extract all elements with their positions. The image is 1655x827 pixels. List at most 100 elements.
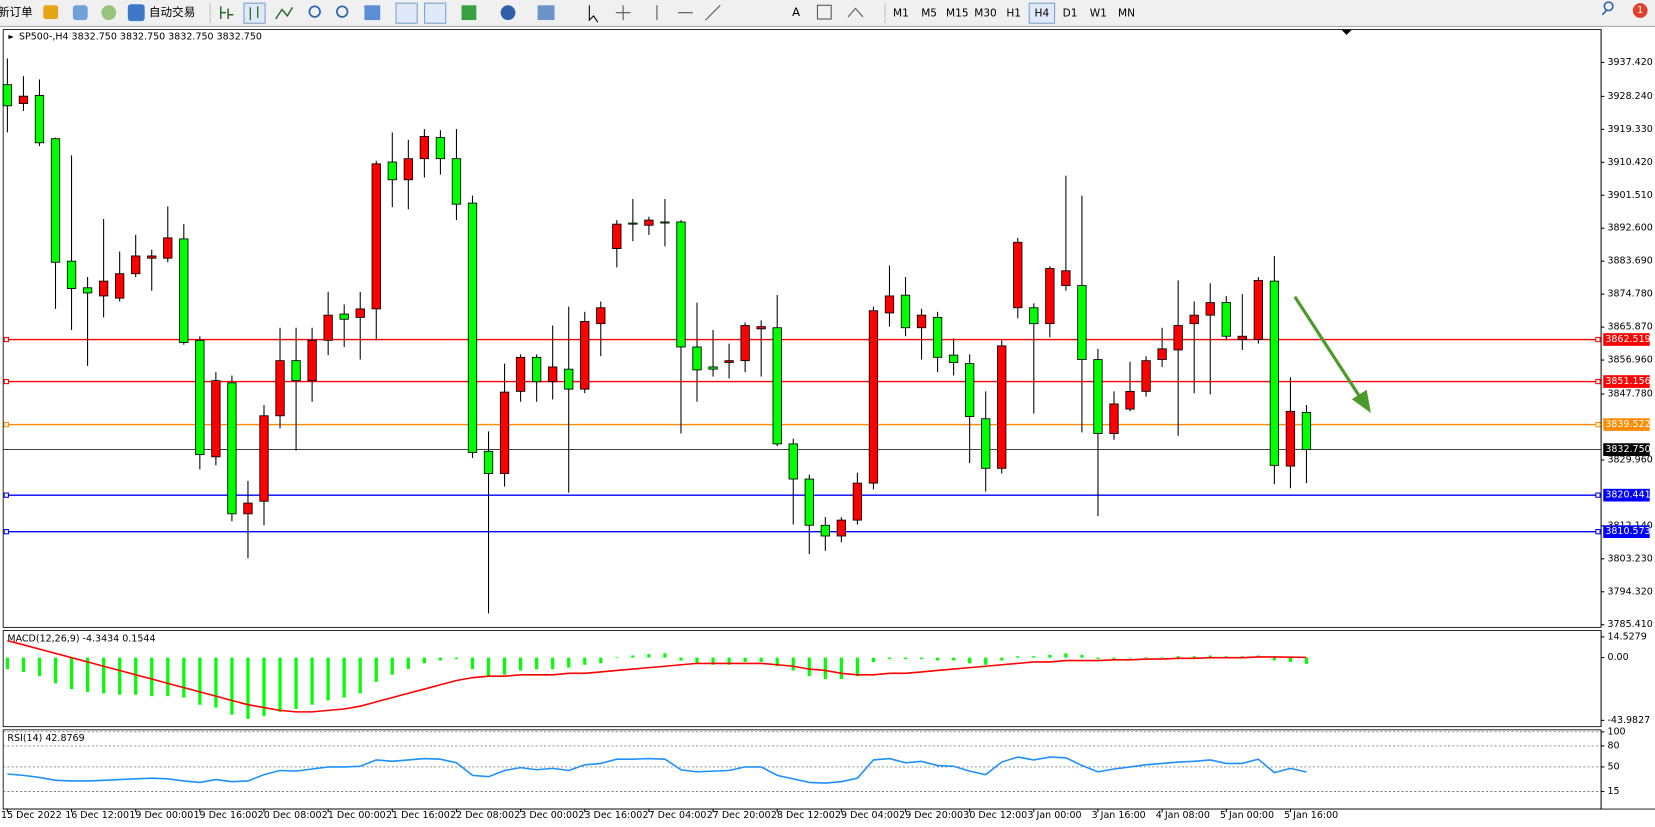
histogram-bar [69,657,74,690]
arrow-head [1351,389,1371,413]
candle-chart-icon[interactable] [249,6,259,21]
level-anchor [1595,529,1601,535]
indicators-icon[interactable] [461,5,477,21]
timeframe-button[interactable]: H4 [1035,8,1050,20]
x-tick-label: 27 Dec 04:00 [643,810,707,821]
title-marker [8,34,14,40]
histogram-bar [230,657,234,715]
candle-body [1189,314,1199,325]
timeframe-button[interactable]: M5 [921,8,937,20]
timeframe-button[interactable]: M30 [974,8,997,20]
level-label-bg [1603,488,1650,502]
y-tick-label: 3847.780 [1607,389,1652,400]
timeframe-button[interactable]: M1 [893,8,909,20]
timeframe-button[interactable]: MN [1118,8,1135,20]
histogram-bar [1288,657,1292,662]
icon[interactable] [43,5,59,20]
candle-body [564,368,574,390]
new-order-button[interactable]: 新订单 [0,5,33,19]
notification-badge[interactable] [1632,3,1648,18]
icon[interactable] [72,5,88,21]
level-label: 3862.519 [1605,334,1650,345]
histogram-bar [21,657,26,672]
draw-icons[interactable] [656,4,721,21]
bar-chart-icon[interactable] [219,6,234,20]
candle-body [179,238,189,343]
candle-body [451,158,462,205]
crosshair-icon[interactable] [615,5,631,21]
histogram-bar [1304,657,1309,664]
zoom-in-icon[interactable] [308,5,321,18]
histogram-bar [198,657,202,705]
y-tick-label: 3883.690 [1607,256,1652,267]
tile-icon[interactable] [364,5,381,21]
candle-body [1109,403,1119,434]
toolbar: 新订单 自动交易 A M1 M5 M15 M30 H1 H4 D1 W1 MN 1 [0,0,1655,27]
histogram-bar [807,657,811,677]
search-icon[interactable] [1601,1,1614,16]
histogram-bar [214,657,218,708]
histogram-bar [85,657,90,692]
cursor-icon[interactable] [588,5,599,23]
candle-body [804,478,814,526]
histogram-bar [1128,657,1132,659]
histogram-bar [182,657,186,698]
y-tick-label: 3910.420 [1607,157,1652,168]
candle-body [291,360,301,382]
timeframe-button[interactable]: D1 [1063,8,1078,20]
candle-body [1221,302,1231,337]
x-tick-label: 3 Jan 00:00 [1027,810,1081,821]
timeframe-button[interactable]: W1 [1090,8,1107,20]
histogram-bar [470,657,475,670]
label-tool[interactable] [816,4,832,20]
trend-arrow [1293,295,1371,413]
histogram-bar [791,657,795,671]
candle-body [1125,390,1135,410]
level-anchor [1595,492,1601,498]
level-label: 3810.573 [1605,526,1650,537]
candle-body [708,366,718,370]
histogram-bar [551,657,555,670]
histogram-bar [759,657,763,662]
line-chart-icon[interactable] [275,7,294,20]
x-tick-label: 19 Dec 00:00 [129,810,193,821]
autoscroll-button[interactable] [395,2,418,24]
notification-count[interactable]: 1 [1637,5,1643,16]
x-tick-label: 30 Dec 12:00 [963,810,1027,821]
periods-icon[interactable] [500,5,516,21]
histogram-bar [968,657,972,664]
zoom-out-icon[interactable] [336,5,349,18]
text-tool[interactable]: A [792,5,800,19]
candle-body [1301,412,1312,451]
charts: 3937.420 3928.240 3919.330 3910.420 3901.510… [1,29,1655,821]
candle-body [868,310,879,484]
candle-body [692,346,702,371]
histogram-bar [519,657,523,671]
histogram-bar [422,657,426,664]
histogram-bar [134,657,138,695]
auto-trading-button[interactable]: 自动交易 [149,5,195,19]
timeframe-active[interactable] [1028,2,1056,24]
histogram-bar [5,657,9,670]
histogram-bar [310,657,314,705]
candle-body [884,295,895,314]
histogram-bar [952,657,956,661]
auto-trading-icon[interactable] [127,4,145,22]
candle-body [355,308,365,318]
candle-body [98,280,109,297]
icon[interactable] [101,5,117,21]
templates-icon[interactable] [537,5,555,21]
timeframe-bar: M1 M5 M15 M30 H1 H4 D1 W1 MN [893,2,1135,24]
y-tick-label: 3829.960 [1607,454,1652,465]
candle-body [548,366,558,383]
candle-body [435,137,446,160]
candle-body [1157,348,1167,360]
timeframe-button[interactable]: H1 [1006,8,1021,20]
histogram-bar [1000,657,1004,661]
chart-shift-button[interactable] [424,2,447,24]
timeframe-button[interactable]: M15 [946,8,969,20]
candle-chart-button[interactable] [243,2,266,24]
histogram-bar [1160,656,1164,658]
candle-body [1237,335,1247,340]
arrows-tool[interactable] [847,7,864,18]
